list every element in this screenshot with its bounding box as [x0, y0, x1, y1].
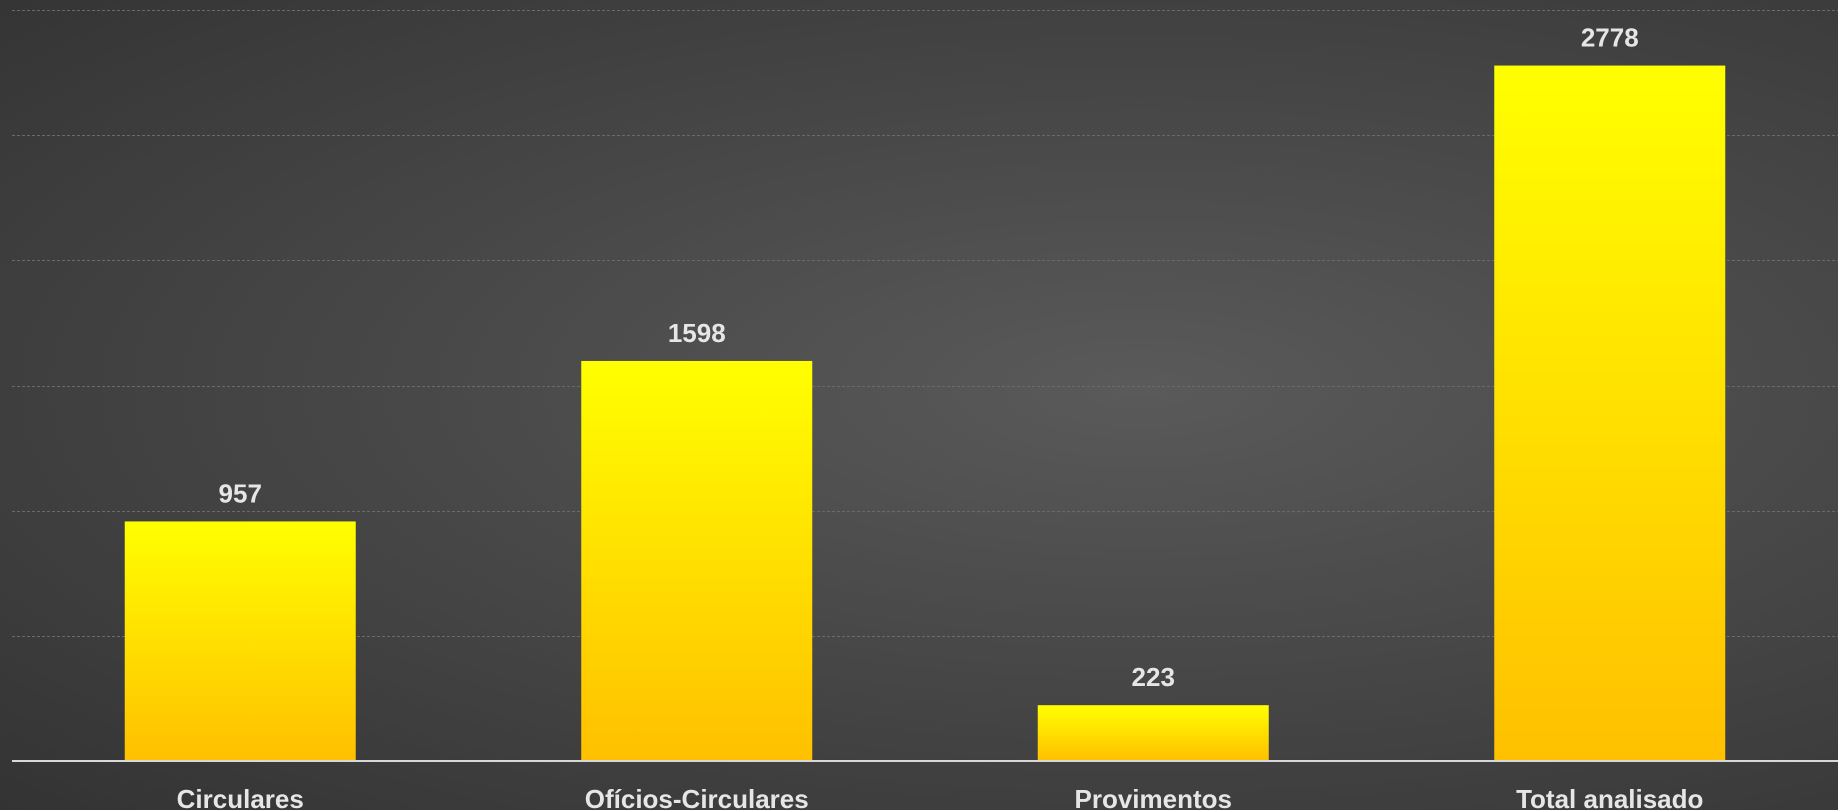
category-label-circulares: Circulares [177, 784, 304, 810]
data-label-oficios-circulares: 1598 [668, 318, 726, 348]
data-label-circulares: 957 [219, 478, 262, 508]
category-label-total-analisado: Total analisado [1516, 784, 1703, 810]
category-labels-group: Circulares Ofícios-Circulares Provimentos T… [177, 784, 1704, 810]
data-label-provimentos: 223 [1132, 662, 1175, 692]
bar-provimentos [1037, 705, 1269, 761]
bar-total-analisado [1494, 65, 1726, 762]
bar-oficios-circulares [581, 360, 813, 761]
category-label-oficios-circulares: Ofícios-Circulares [585, 784, 809, 810]
category-label-provimentos: Provimentos [1075, 784, 1233, 810]
bars-group [124, 65, 1726, 762]
data-labels-group: 957 1598 223 2778 [219, 23, 1639, 693]
data-label-total-analisado: 2778 [1581, 23, 1639, 53]
bar-circulares [124, 521, 356, 761]
